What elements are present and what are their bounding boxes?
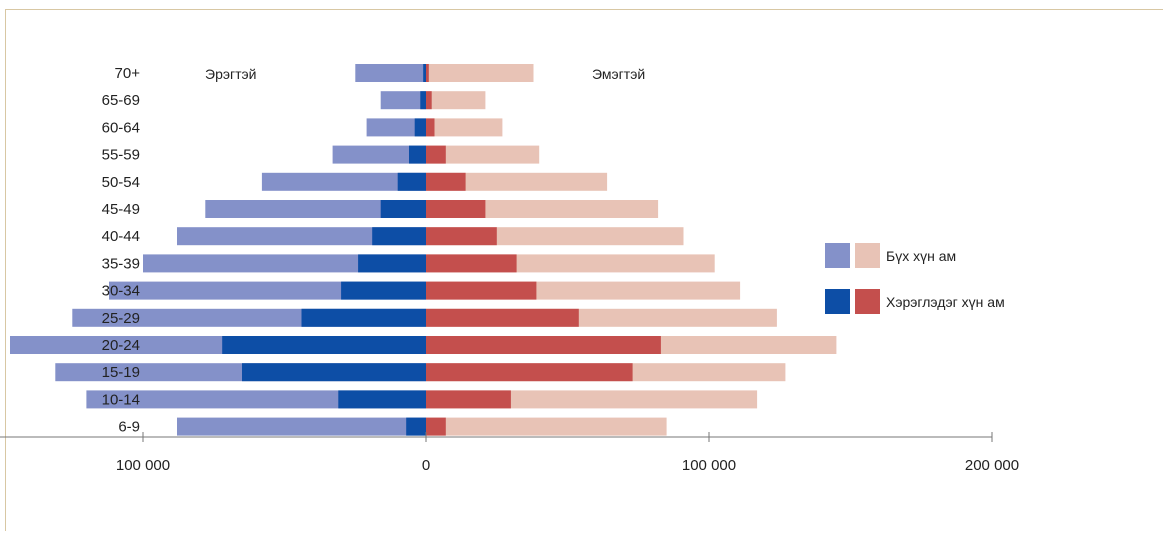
- bars-group: [10, 64, 837, 436]
- bar-female-total-65-69: [426, 91, 486, 110]
- bar-female-users-60-64: [426, 118, 435, 137]
- category-labels: 70+ 65-69 60-64 55-59 50-54 45-49 40-44 35-39 30…: [102, 65, 141, 436]
- bar-male-total-70+: [355, 64, 427, 82]
- bar-female-users-25-29: [426, 308, 579, 327]
- bar-female-users-6-9: [426, 417, 446, 436]
- legend: Бүх хүн ам Хэрэглэдэг хүн ам: [825, 243, 1005, 314]
- bar-male-users-15-19: [242, 363, 426, 382]
- bar-male-total-60-64: [366, 118, 426, 137]
- bar-female-users-40-44: [426, 227, 497, 246]
- bar-female-users-50-54: [426, 172, 466, 191]
- legend-label: Хэрэглэдэг хүн ам: [886, 294, 1005, 310]
- bar-male-users-6-9: [406, 417, 426, 436]
- category-label: 35-39: [102, 255, 140, 272]
- bar-male-total-35-39: [143, 254, 426, 273]
- category-label: 30-34: [102, 283, 140, 300]
- bar-female-users-65-69: [426, 91, 432, 110]
- category-label: 55-59: [102, 147, 140, 164]
- category-label: 15-19: [102, 364, 140, 381]
- female-side-label: Эмэгтэй: [592, 66, 645, 82]
- bar-female-total-6-9: [426, 417, 667, 436]
- bar-male-users-65-69: [420, 91, 426, 110]
- category-label: 65-69: [102, 92, 140, 109]
- category-label: 60-64: [102, 119, 140, 136]
- bar-male-users-35-39: [358, 254, 426, 273]
- category-label: 25-29: [102, 310, 140, 327]
- category-label: 40-44: [102, 228, 140, 245]
- bar-female-users-55-59: [426, 145, 446, 164]
- bar-male-users-30-34: [341, 281, 426, 300]
- bar-female-users-10-14: [426, 390, 511, 409]
- bar-male-total-50-54: [261, 172, 426, 191]
- bar-male-users-55-59: [409, 145, 426, 164]
- category-label: 10-14: [102, 391, 140, 408]
- bar-female-users-15-19: [426, 363, 633, 382]
- bar-male-users-50-54: [397, 172, 426, 191]
- bar-male-total-6-9: [177, 417, 426, 436]
- bar-male-users-25-29: [301, 308, 426, 327]
- x-tick-label: 200 000: [965, 457, 1019, 474]
- category-label: 20-24: [102, 337, 140, 354]
- bar-male-users-70+: [423, 64, 426, 82]
- bar-male-total-55-59: [332, 145, 426, 164]
- bar-male-users-45-49: [380, 200, 426, 218]
- bar-female-users-30-34: [426, 281, 537, 300]
- bar-female-total-55-59: [426, 145, 540, 164]
- legend-swatch-female: [855, 289, 880, 314]
- legend-swatch-male: [825, 243, 850, 268]
- bar-female-total-60-64: [426, 118, 503, 137]
- category-label: 50-54: [102, 174, 140, 191]
- x-tick-label: 0: [422, 457, 430, 474]
- bar-female-total-50-54: [426, 172, 608, 191]
- bar-female-users-20-24: [426, 336, 661, 354]
- bar-male-users-60-64: [414, 118, 426, 137]
- bar-male-users-20-24: [222, 336, 426, 354]
- bar-male-total-45-49: [205, 200, 426, 218]
- bar-male-users-10-14: [338, 390, 426, 409]
- chart-frame: [5, 9, 1163, 531]
- legend-swatch-female: [855, 243, 880, 268]
- category-label: 45-49: [102, 201, 140, 218]
- legend-label: Бүх хүн ам: [886, 248, 956, 264]
- bar-male-users-40-44: [372, 227, 426, 246]
- legend-swatch-male: [825, 289, 850, 314]
- category-label: 6-9: [118, 419, 140, 436]
- bar-male-total-40-44: [177, 227, 426, 246]
- x-tick-label: 100 000: [682, 457, 736, 474]
- bar-female-users-35-39: [426, 254, 517, 273]
- bar-female-total-70+: [426, 64, 534, 82]
- bar-female-users-70+: [426, 64, 429, 82]
- male-side-label: Эрэгтэй: [205, 66, 256, 82]
- x-tick-label: 100 000: [116, 457, 170, 474]
- bar-female-users-45-49: [426, 200, 486, 218]
- bar-male-total-65-69: [380, 91, 426, 110]
- category-label: 70+: [115, 65, 141, 82]
